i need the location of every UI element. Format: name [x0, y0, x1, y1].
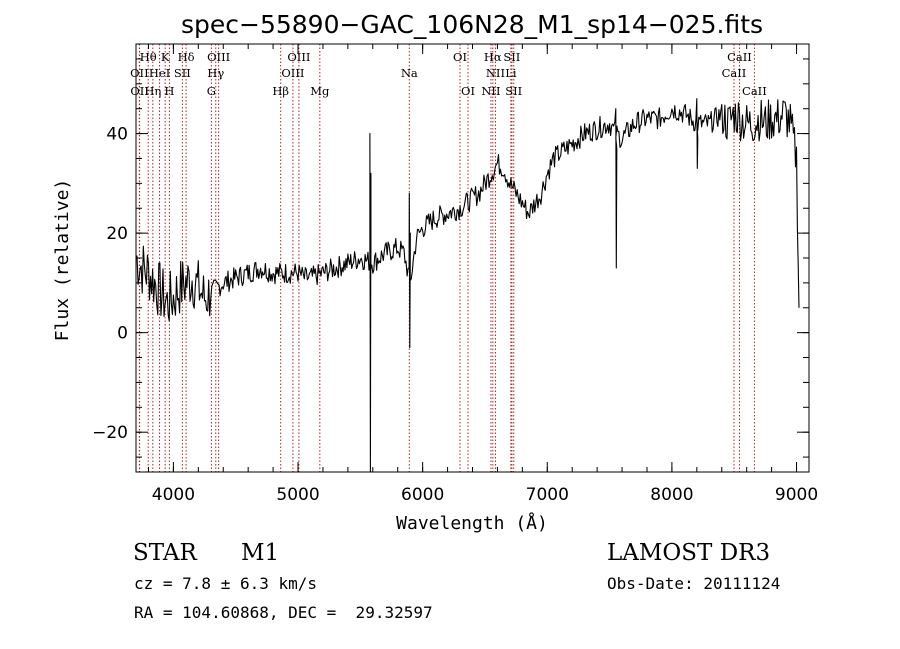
spectrum-line	[135, 98, 800, 473]
line-label: SII	[174, 66, 191, 80]
line-label: OIII	[207, 50, 230, 64]
x-tick-label: 7000	[526, 485, 569, 505]
line-label: OII	[130, 66, 149, 80]
line-label: Li	[505, 66, 517, 80]
line-label: OII	[130, 84, 149, 98]
redshift-text: cz = 7.8 ± 6.3 km/s	[134, 574, 318, 593]
spectral-line-markers	[138, 44, 755, 472]
y-tick-label: 0	[117, 324, 128, 344]
line-label: Hη	[144, 84, 161, 98]
axis-tick-labels: 4000 5000 6000 7000 8000 9000 −20 0 20 40	[92, 125, 818, 505]
plot-frame	[135, 43, 810, 473]
line-label: Na	[401, 66, 418, 80]
y-axis-label: Flux (relative)	[52, 179, 73, 342]
line-label: Hθ	[140, 50, 157, 64]
line-label: H	[164, 84, 174, 98]
line-label: NII	[486, 66, 505, 80]
coordinates-text: RA = 104.60868, DEC = 29.32597	[134, 603, 433, 622]
x-tick-label: 6000	[401, 485, 444, 505]
x-tick-label: 5000	[276, 485, 319, 505]
line-label: SII	[505, 84, 522, 98]
line-label: HeI	[149, 66, 170, 80]
x-axis-label: Wavelength (Å)	[396, 512, 548, 534]
y-tick-label: 40	[106, 125, 128, 145]
y-tick-label: −20	[92, 423, 128, 443]
line-label: Hα	[484, 50, 502, 64]
object-class: STAR	[133, 540, 197, 566]
line-label: Mg	[310, 84, 330, 98]
axis-ticks	[136, 44, 809, 472]
x-tick-label: 8000	[650, 485, 693, 505]
line-label: Hγ	[207, 66, 224, 80]
x-tick-label: 4000	[152, 485, 195, 505]
line-label: G	[207, 84, 216, 98]
line-label: CaII	[727, 50, 752, 64]
line-label: Hβ	[272, 84, 289, 98]
obs-date-text: Obs-Date: 20111124	[607, 574, 781, 593]
line-label: OIII	[287, 50, 310, 64]
line-label: OI	[461, 84, 475, 98]
y-tick-label: 20	[106, 224, 128, 244]
line-label: K	[161, 50, 170, 64]
chart-title: spec−55890−GAC_106N28_M1_sp14−025.fits	[181, 10, 763, 39]
line-label: OI	[453, 50, 467, 64]
line-label: CaII	[722, 66, 747, 80]
line-label: OIII	[281, 66, 304, 80]
line-label: NII	[481, 84, 500, 98]
object-subclass: M1	[241, 540, 280, 566]
line-label: SII	[503, 50, 520, 64]
x-tick-label: 9000	[775, 485, 818, 505]
line-label: Hδ	[178, 50, 195, 64]
line-label: CaII	[742, 84, 767, 98]
survey-name: LAMOST DR3	[607, 540, 771, 566]
